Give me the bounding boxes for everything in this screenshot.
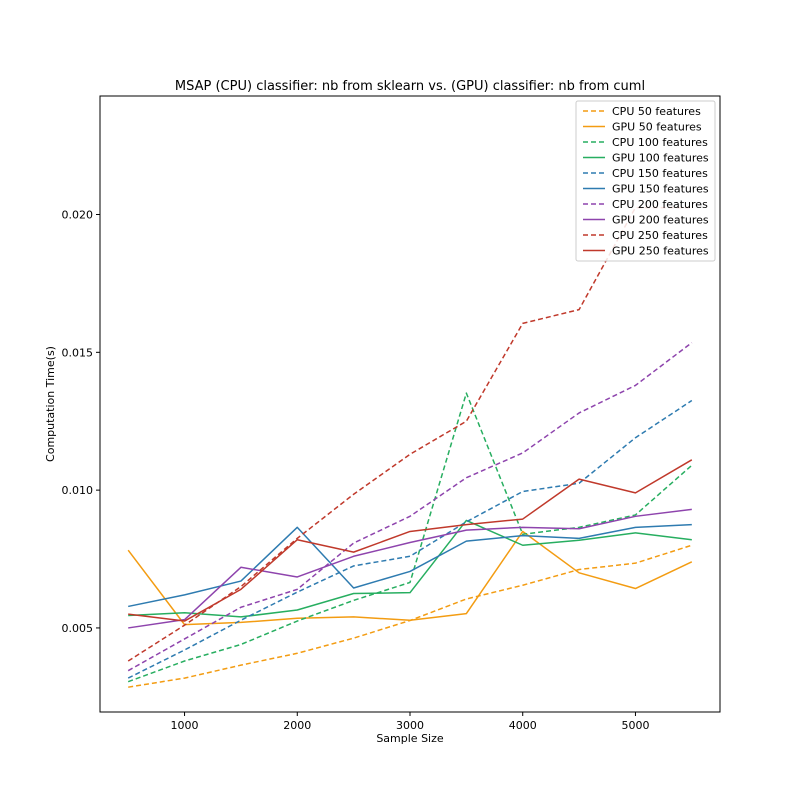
legend-label: GPU 250 features xyxy=(612,245,709,258)
plot-lines xyxy=(127,206,693,688)
legend-label: GPU 100 features xyxy=(612,152,709,165)
y-tick-label: 0.015 xyxy=(62,346,94,359)
legend-label: GPU 200 features xyxy=(612,214,709,227)
chart-title: MSAP (CPU) classifier: nb from sklearn v… xyxy=(175,79,645,94)
y-tick-label: 0.005 xyxy=(62,622,94,635)
x-axis-ticks: 1000 2000 3000 4000 5000 xyxy=(171,712,649,732)
series-line-7 xyxy=(128,508,692,629)
series-line-3 xyxy=(128,519,692,618)
y-tick-label: 0.020 xyxy=(62,209,94,222)
x-axis-title: Sample Size xyxy=(376,732,444,745)
x-tick-label: 4000 xyxy=(509,719,537,732)
series-line-2 xyxy=(127,392,693,683)
x-tick-label: 2000 xyxy=(283,719,311,732)
y-tick-label: 0.010 xyxy=(62,484,94,497)
series-line-9 xyxy=(128,459,693,622)
legend: CPU 50 features GPU 50 features CPU 100 fe… xyxy=(575,100,716,262)
series-line-6 xyxy=(127,342,693,672)
legend-box xyxy=(575,100,716,262)
series-line-0 xyxy=(128,544,693,688)
legend-label: CPU 150 features xyxy=(612,167,708,180)
y-axis-ticks: 0.005 0.010 0.015 0.020 xyxy=(62,209,100,635)
series-line-4 xyxy=(127,399,693,679)
legend-label: CPU 50 features xyxy=(612,105,701,118)
legend-label: GPU 150 features xyxy=(612,183,709,196)
y-axis-title: Computation Time(s) xyxy=(44,346,57,462)
legend-label: GPU 50 features xyxy=(612,121,702,134)
x-tick-label: 3000 xyxy=(396,719,424,732)
x-tick-label: 5000 xyxy=(621,719,649,732)
series-line-1 xyxy=(127,530,693,626)
legend-label: CPU 250 features xyxy=(612,229,708,242)
x-tick-label: 1000 xyxy=(171,719,199,732)
legend-label: CPU 200 features xyxy=(612,198,708,211)
legend-label: CPU 100 features xyxy=(612,136,708,149)
